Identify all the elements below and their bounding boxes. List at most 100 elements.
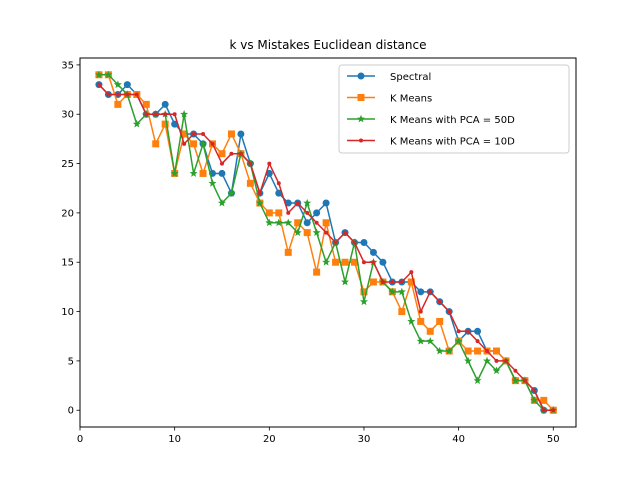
series-4-point: [399, 279, 404, 284]
series-4-point: [437, 299, 442, 304]
series-4-point: [361, 260, 366, 265]
legend-box: [338, 64, 570, 154]
series-2-point: [199, 169, 207, 177]
x-tick-label: 40: [452, 434, 465, 445]
series-2-point: [227, 130, 235, 138]
series-2-point: [246, 179, 254, 187]
x-tick-label: 30: [358, 434, 371, 445]
series-3-point: [284, 218, 293, 227]
legend-label: Spectral: [390, 72, 431, 83]
y-tick-label: 5: [68, 356, 74, 367]
series-1-point: [474, 327, 482, 335]
series-3-point: [454, 336, 463, 345]
series-4: [96, 82, 556, 413]
series-4-point: [191, 131, 196, 136]
series-2-point: [152, 140, 160, 148]
series-3-point: [132, 119, 141, 128]
x-tick-label: 0: [77, 434, 83, 445]
series-4-point: [201, 131, 206, 136]
series-4-point: [352, 240, 357, 245]
legend-item-1: Spectral: [347, 72, 431, 83]
y-tick-label: 30: [61, 110, 74, 121]
series-4-point: [390, 279, 395, 284]
series-3-point: [426, 336, 435, 345]
series-2-point: [275, 209, 283, 217]
legend-label: K Means: [390, 94, 432, 105]
series-3-point: [445, 346, 454, 355]
legend-marker: [359, 138, 363, 143]
series-4-point: [182, 141, 187, 146]
series-2-point: [303, 229, 311, 237]
series-4-point: [447, 309, 452, 314]
y-tick-label: 0: [68, 406, 74, 417]
series-3-point: [341, 277, 350, 286]
series-1-point: [417, 288, 425, 296]
series-2-point: [218, 150, 226, 158]
series-2-point: [180, 130, 188, 138]
series-3-point: [359, 297, 368, 306]
series-2-point: [332, 258, 340, 266]
series-4-point: [210, 141, 215, 146]
series-3-point: [303, 198, 312, 207]
series-3-point: [435, 346, 444, 355]
series-2-point: [322, 219, 330, 227]
series-4-point: [466, 329, 471, 334]
series-4-point: [305, 210, 310, 215]
series-4-point: [380, 279, 385, 284]
series-4-point: [485, 349, 490, 354]
series-2-point: [284, 248, 292, 256]
series-2-point: [398, 308, 406, 316]
series-1-point: [303, 219, 311, 227]
series-4-point: [163, 112, 168, 117]
y-tick-label: 15: [61, 258, 74, 269]
chart-title: k vs Mistakes Euclidean distance: [230, 38, 427, 52]
series-4-point: [238, 151, 243, 156]
series-4-point: [324, 230, 329, 235]
series-4-point: [333, 240, 338, 245]
series-3-point: [322, 258, 331, 266]
series-4-point: [219, 161, 224, 166]
series-3-point: [265, 218, 274, 227]
series-3-point: [416, 336, 425, 345]
series-1-point: [360, 239, 368, 246]
series-4-point: [276, 181, 281, 186]
series-4-point: [286, 210, 291, 215]
series-4-point: [257, 191, 262, 196]
series-2-point: [407, 278, 415, 286]
series-2-point: [436, 317, 444, 325]
x-tick-label: 50: [547, 434, 560, 445]
series-1-point: [284, 199, 292, 207]
series-2-point: [464, 347, 472, 355]
axes: 0 10 20 30 40 50 0 5 10 15 20 25 30 35: [61, 60, 559, 445]
series-3-point: [511, 376, 520, 385]
series-2-point: [114, 100, 122, 108]
series-2-point: [474, 347, 482, 355]
series-3-point: [217, 198, 226, 207]
legend-item-3: K Means with PCA = 50D: [347, 114, 515, 126]
series-2-point: [417, 317, 425, 325]
legend-label: K Means with PCA = 10D: [390, 137, 515, 148]
series-2-point: [294, 219, 302, 227]
series-3-point: [227, 188, 236, 197]
series-1-point: [237, 130, 245, 138]
series-2-point: [265, 209, 273, 217]
series-2-point: [426, 327, 434, 335]
series-4-point: [248, 161, 253, 166]
series-2-point: [142, 100, 150, 108]
legend: Spectral K Means K Means with PCA = 50D K M…: [338, 64, 570, 154]
series-4-point: [115, 92, 120, 97]
series-4-point: [106, 92, 111, 97]
series-3-point: [274, 218, 283, 227]
series-1-point: [369, 248, 377, 256]
series-3-point: [397, 287, 406, 296]
series-3-point: [180, 110, 189, 118]
series-2-point: [190, 140, 198, 148]
legend-marker: [357, 94, 365, 101]
series-1-point: [171, 120, 179, 128]
series-2-point: [369, 278, 377, 286]
plot-area: [94, 70, 558, 414]
series-3-point: [473, 376, 482, 385]
series-3-point: [170, 169, 179, 177]
series-1-point: [218, 169, 226, 177]
series-4-point: [125, 92, 130, 97]
